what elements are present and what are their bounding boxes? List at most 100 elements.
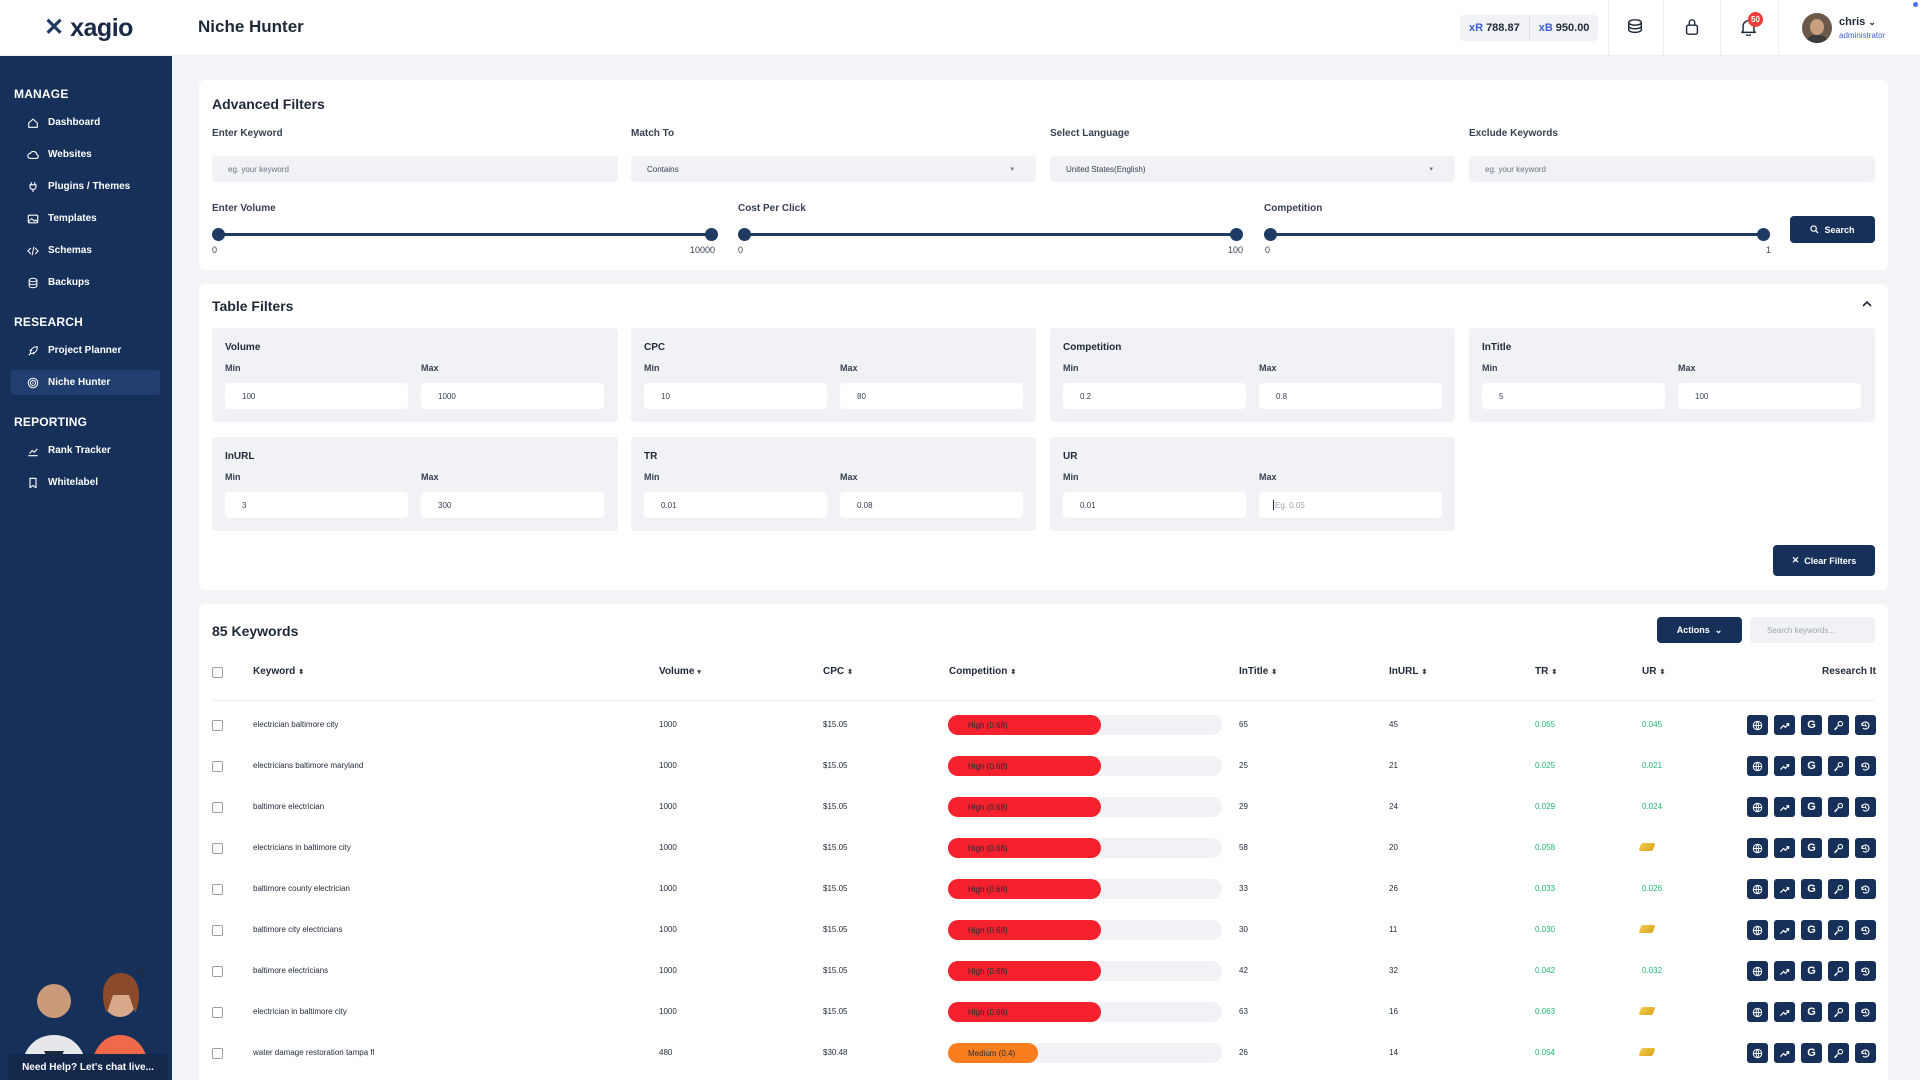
research-key-button[interactable] — [1828, 920, 1849, 940]
row-checkbox[interactable] — [212, 925, 223, 936]
row-checkbox[interactable] — [212, 761, 223, 772]
research-key-button[interactable] — [1828, 1043, 1849, 1063]
gold-bar-icon[interactable] — [1638, 1048, 1656, 1056]
cpc-min-input[interactable]: 10 — [644, 383, 827, 409]
sidebar-item-rank-tracker[interactable]: Rank Tracker — [11, 438, 160, 463]
row-checkbox[interactable] — [212, 802, 223, 813]
intitle-min-input[interactable]: 5 — [1482, 383, 1665, 409]
keyword-input[interactable]: eg. your keyword — [212, 156, 618, 182]
sidebar-item-websites[interactable]: Websites — [11, 142, 160, 167]
search-keywords-input[interactable]: Search keywords... — [1750, 617, 1875, 643]
research-trend-button[interactable] — [1774, 961, 1795, 981]
ur-min-input[interactable]: 0.01 — [1063, 492, 1246, 518]
gold-bar-icon[interactable] — [1638, 843, 1656, 851]
research-globe-button[interactable] — [1747, 879, 1768, 899]
research-globe-button[interactable] — [1747, 715, 1768, 735]
research-trend-button[interactable] — [1774, 879, 1795, 899]
search-button[interactable]: Search — [1790, 216, 1875, 243]
research-history-button[interactable] — [1855, 838, 1876, 858]
actions-dropdown-button[interactable]: Actions ⌄ — [1657, 617, 1742, 643]
tr-min-input[interactable]: 0.01 — [644, 492, 827, 518]
coins-icon[interactable] — [1624, 16, 1646, 38]
research-globe-button[interactable] — [1747, 961, 1768, 981]
research-trend-button[interactable] — [1774, 756, 1795, 776]
competition-min-input[interactable]: 0.2 — [1063, 383, 1246, 409]
language-select[interactable]: United States(English) — [1050, 156, 1455, 182]
clear-filters-button[interactable]: ✕ Clear Filters — [1773, 545, 1875, 576]
volume-max-handle[interactable] — [705, 228, 718, 241]
column-ur[interactable]: UR ⬍ — [1642, 666, 1665, 677]
column-cpc[interactable]: CPC ⬍ — [823, 666, 853, 677]
match-to-select[interactable]: Contains — [631, 156, 1036, 182]
research-globe-button[interactable] — [1747, 797, 1768, 817]
research-history-button[interactable] — [1855, 756, 1876, 776]
research-trend-button[interactable] — [1774, 797, 1795, 817]
sidebar-item-schemas[interactable]: Schemas — [11, 238, 160, 263]
inurl-min-input[interactable]: 3 — [225, 492, 408, 518]
research-globe-button[interactable] — [1747, 920, 1768, 940]
cpc-min-handle[interactable] — [738, 228, 751, 241]
table-row[interactable]: baltimore electricians 1000 $15.05 High (0.… — [200, 951, 1886, 992]
intitle-max-input[interactable]: 100 — [1678, 383, 1861, 409]
volume-max-input[interactable]: 1000 — [421, 383, 604, 409]
research-key-button[interactable] — [1828, 1002, 1849, 1022]
research-history-button[interactable] — [1855, 961, 1876, 981]
research-key-button[interactable] — [1828, 838, 1849, 858]
research-google-button[interactable]: G — [1801, 1002, 1822, 1022]
volume-slider-track[interactable] — [218, 233, 712, 236]
table-row[interactable]: baltimore city electricians 1000 $15.05 Hig… — [200, 910, 1886, 951]
row-checkbox[interactable] — [212, 1007, 223, 1018]
table-row[interactable]: baltimore electrician 1000 $15.05 High (0.6… — [200, 787, 1886, 828]
row-checkbox[interactable] — [212, 966, 223, 977]
research-trend-button[interactable] — [1774, 920, 1795, 940]
sidebar-item-whitelabel[interactable]: Whitelabel — [11, 470, 160, 495]
sidebar-item-niche-hunter[interactable]: Niche Hunter — [11, 370, 160, 395]
research-key-button[interactable] — [1828, 879, 1849, 899]
research-google-button[interactable]: G — [1801, 1043, 1822, 1063]
research-history-button[interactable] — [1855, 715, 1876, 735]
gold-bar-icon[interactable] — [1638, 1007, 1656, 1015]
cpc-slider-track[interactable] — [744, 233, 1237, 236]
research-trend-button[interactable] — [1774, 715, 1795, 735]
table-row[interactable]: electricians baltimore maryland 1000 $15.0… — [200, 746, 1886, 787]
sidebar-item-project-planner[interactable]: Project Planner — [11, 338, 160, 363]
research-trend-button[interactable] — [1774, 1043, 1795, 1063]
table-row[interactable]: electrician baltimore city 1000 $15.05 High… — [200, 705, 1886, 746]
exclude-keywords-input[interactable]: eg. your keyword — [1469, 156, 1875, 182]
research-globe-button[interactable] — [1747, 838, 1768, 858]
gold-bar-icon[interactable] — [1638, 925, 1656, 933]
live-chat-button[interactable]: Need Help? Let's chat live... — [8, 1054, 168, 1080]
competition-max-input[interactable]: 0.8 — [1259, 383, 1442, 409]
credits-balance[interactable]: xR 788.87 xB 950.00 — [1460, 15, 1599, 41]
row-checkbox[interactable] — [212, 884, 223, 895]
sidebar-item-templates[interactable]: Templates — [11, 206, 160, 231]
avatar[interactable] — [1802, 13, 1832, 43]
lock-icon[interactable] — [1681, 16, 1703, 38]
table-row[interactable]: electrician in baltimore city 1000 $15.05 H… — [200, 992, 1886, 1033]
ur-max-input[interactable]: Eg. 0.05 — [1259, 492, 1442, 518]
research-google-button[interactable]: G — [1801, 797, 1822, 817]
research-google-button[interactable]: G — [1801, 920, 1822, 940]
table-row[interactable]: water damage restoration tampa fl 480 $30.… — [200, 1033, 1886, 1074]
research-google-button[interactable]: G — [1801, 756, 1822, 776]
close-icon[interactable]: ✕ — [136, 966, 147, 980]
row-checkbox[interactable] — [212, 843, 223, 854]
sidebar-item-backups[interactable]: Backups — [11, 270, 160, 295]
research-history-button[interactable] — [1855, 1043, 1876, 1063]
column-volume[interactable]: Volume ▾ — [659, 666, 701, 677]
research-key-button[interactable] — [1828, 961, 1849, 981]
competition-max-handle[interactable] — [1757, 228, 1770, 241]
research-history-button[interactable] — [1855, 920, 1876, 940]
column-intitle[interactable]: InTitle ⬍ — [1239, 666, 1277, 677]
research-google-button[interactable]: G — [1801, 879, 1822, 899]
select-all-checkbox[interactable] — [212, 667, 223, 678]
competition-min-handle[interactable] — [1264, 228, 1277, 241]
research-history-button[interactable] — [1855, 797, 1876, 817]
tr-max-input[interactable]: 0.08 — [840, 492, 1023, 518]
collapse-chevron-up-icon[interactable] — [1861, 298, 1873, 313]
column-inurl[interactable]: InURL ⬍ — [1389, 666, 1427, 677]
volume-min-handle[interactable] — [212, 228, 225, 241]
column-keyword[interactable]: Keyword ⬍ — [253, 666, 304, 677]
row-checkbox[interactable] — [212, 1048, 223, 1059]
research-key-button[interactable] — [1828, 756, 1849, 776]
